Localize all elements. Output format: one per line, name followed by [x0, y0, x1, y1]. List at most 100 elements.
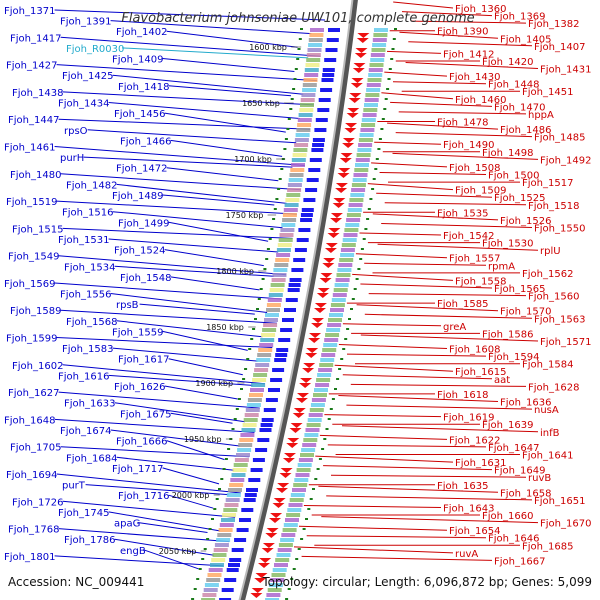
right-strand-feature: [330, 213, 343, 218]
gc-tick: [380, 128, 384, 130]
left-strand-feature: [289, 278, 302, 282]
gc-tick: [309, 498, 313, 500]
left-category-block: [306, 58, 321, 62]
right-category-block: [293, 483, 308, 487]
left-gene-label: Fjoh_1568: [66, 317, 117, 328]
right-category-block: [371, 48, 386, 52]
right-connector-line: [368, 293, 527, 297]
left-category-block: [278, 238, 293, 242]
right-connector-line: [387, 122, 499, 130]
left-strand-feature: [261, 418, 274, 422]
right-gene-label: Fjoh_1557: [449, 254, 500, 265]
left-category-block: [211, 558, 226, 562]
right-strand-feature: [254, 578, 267, 583]
right-category-block: [365, 93, 380, 97]
gc-tick: [193, 588, 197, 590]
left-connector-line: [108, 374, 253, 386]
gc-tick: [250, 338, 254, 340]
left-connector-line: [121, 47, 309, 59]
left-strand-feature: [282, 318, 294, 322]
right-strand-feature: [309, 333, 322, 338]
left-category-block: [251, 383, 266, 387]
right-category-block: [300, 453, 314, 457]
right-connector-line: [355, 253, 448, 259]
left-gene-label: Fjoh_1534: [64, 262, 115, 273]
right-strand-feature: [300, 378, 313, 383]
right-category-block: [318, 368, 333, 372]
left-strand-feature: [270, 378, 283, 382]
left-connector-line: [110, 20, 312, 35]
left-gene-label: Fjoh_1524: [114, 246, 165, 257]
right-category-block: [330, 303, 345, 307]
left-gene-label: rpsO: [64, 126, 88, 137]
left-gene-label: Fjoh_1726: [12, 497, 63, 508]
left-strand-feature: [305, 188, 318, 192]
left-gene-label: Fjoh_1447: [8, 115, 59, 126]
left-connector-line: [60, 36, 321, 57]
left-strand-feature: [228, 563, 240, 567]
right-gene-label: Fjoh_1530: [482, 239, 533, 250]
gc-tick: [272, 218, 276, 220]
right-category-block: [366, 83, 381, 87]
gc-tick: [314, 478, 318, 480]
left-category-block: [231, 473, 246, 477]
left-strand-feature: [301, 208, 314, 212]
left-category-block: [228, 488, 242, 492]
right-gene-label: Fjoh_1628: [528, 382, 579, 393]
left-gene-label: Fjoh_1627: [8, 388, 59, 399]
scale-labels: 1600 kbp 1650 kbp 1700 kbp 1750 kbp 1800 kbp…: [159, 43, 302, 556]
left-connector-line: [114, 265, 274, 277]
gc-tick: [297, 48, 301, 50]
left-strand-feature: [250, 468, 263, 472]
right-strand-feature: [287, 438, 300, 443]
right-category-block: [277, 548, 292, 552]
left-category-block: [204, 583, 219, 587]
right-gene-label: Fjoh_1563: [534, 314, 585, 325]
right-strand-feature: [342, 138, 355, 143]
gc-tick: [372, 178, 376, 180]
left-gene-label: Fjoh_1549: [8, 252, 59, 263]
left-category-block: [223, 508, 238, 512]
left-connector-line: [116, 456, 235, 471]
left-category-block: [307, 48, 322, 52]
left-category-block: [214, 543, 229, 547]
left-gene-label: Fjoh_1602: [12, 361, 63, 372]
left-connector-line: [108, 511, 220, 532]
right-strand-feature: [328, 228, 341, 233]
right-gene-label: Fjoh_1478: [437, 118, 488, 129]
right-strand-feature: [297, 393, 309, 398]
left-gene-label: engB: [120, 546, 146, 557]
left-gene-label: Fjoh_1583: [62, 344, 113, 355]
right-strand-feature: [251, 588, 264, 593]
left-strand-feature: [263, 408, 276, 412]
backbone-highlight: [238, 0, 354, 600]
left-gene-label: Fjoh_1516: [62, 208, 113, 219]
left-connector-line: [58, 528, 230, 543]
right-category-block: [316, 378, 331, 382]
right-strand-feature: [258, 563, 270, 568]
gc-tick: [357, 268, 361, 270]
left-gene-label: Fjoh_1684: [66, 453, 117, 464]
right-connector-line: [293, 546, 454, 554]
left-gene-label: Fjoh_1786: [64, 535, 115, 546]
right-category-block: [352, 178, 367, 182]
right-category-block: [355, 163, 369, 167]
right-category-block: [307, 418, 322, 422]
gc-tick: [206, 538, 210, 540]
right-connector-line: [342, 323, 442, 327]
left-category-block: [273, 268, 288, 272]
right-connector-line: [390, 101, 493, 107]
left-strand-feature: [311, 148, 324, 152]
left-category-block: [253, 373, 268, 377]
gc-tick: [377, 148, 381, 150]
left-gene-label: Fjoh_1768: [8, 525, 59, 536]
right-gene-label: Fjoh_1646: [488, 534, 539, 545]
right-strand-feature: [311, 323, 324, 328]
gc-tick: [294, 68, 298, 70]
right-connector-line: [352, 273, 454, 281]
left-category-block: [287, 188, 302, 192]
left-category-block: [308, 43, 323, 47]
right-category-block: [265, 598, 280, 600]
right-strand-feature: [272, 503, 285, 508]
gc-tick: [254, 318, 257, 320]
